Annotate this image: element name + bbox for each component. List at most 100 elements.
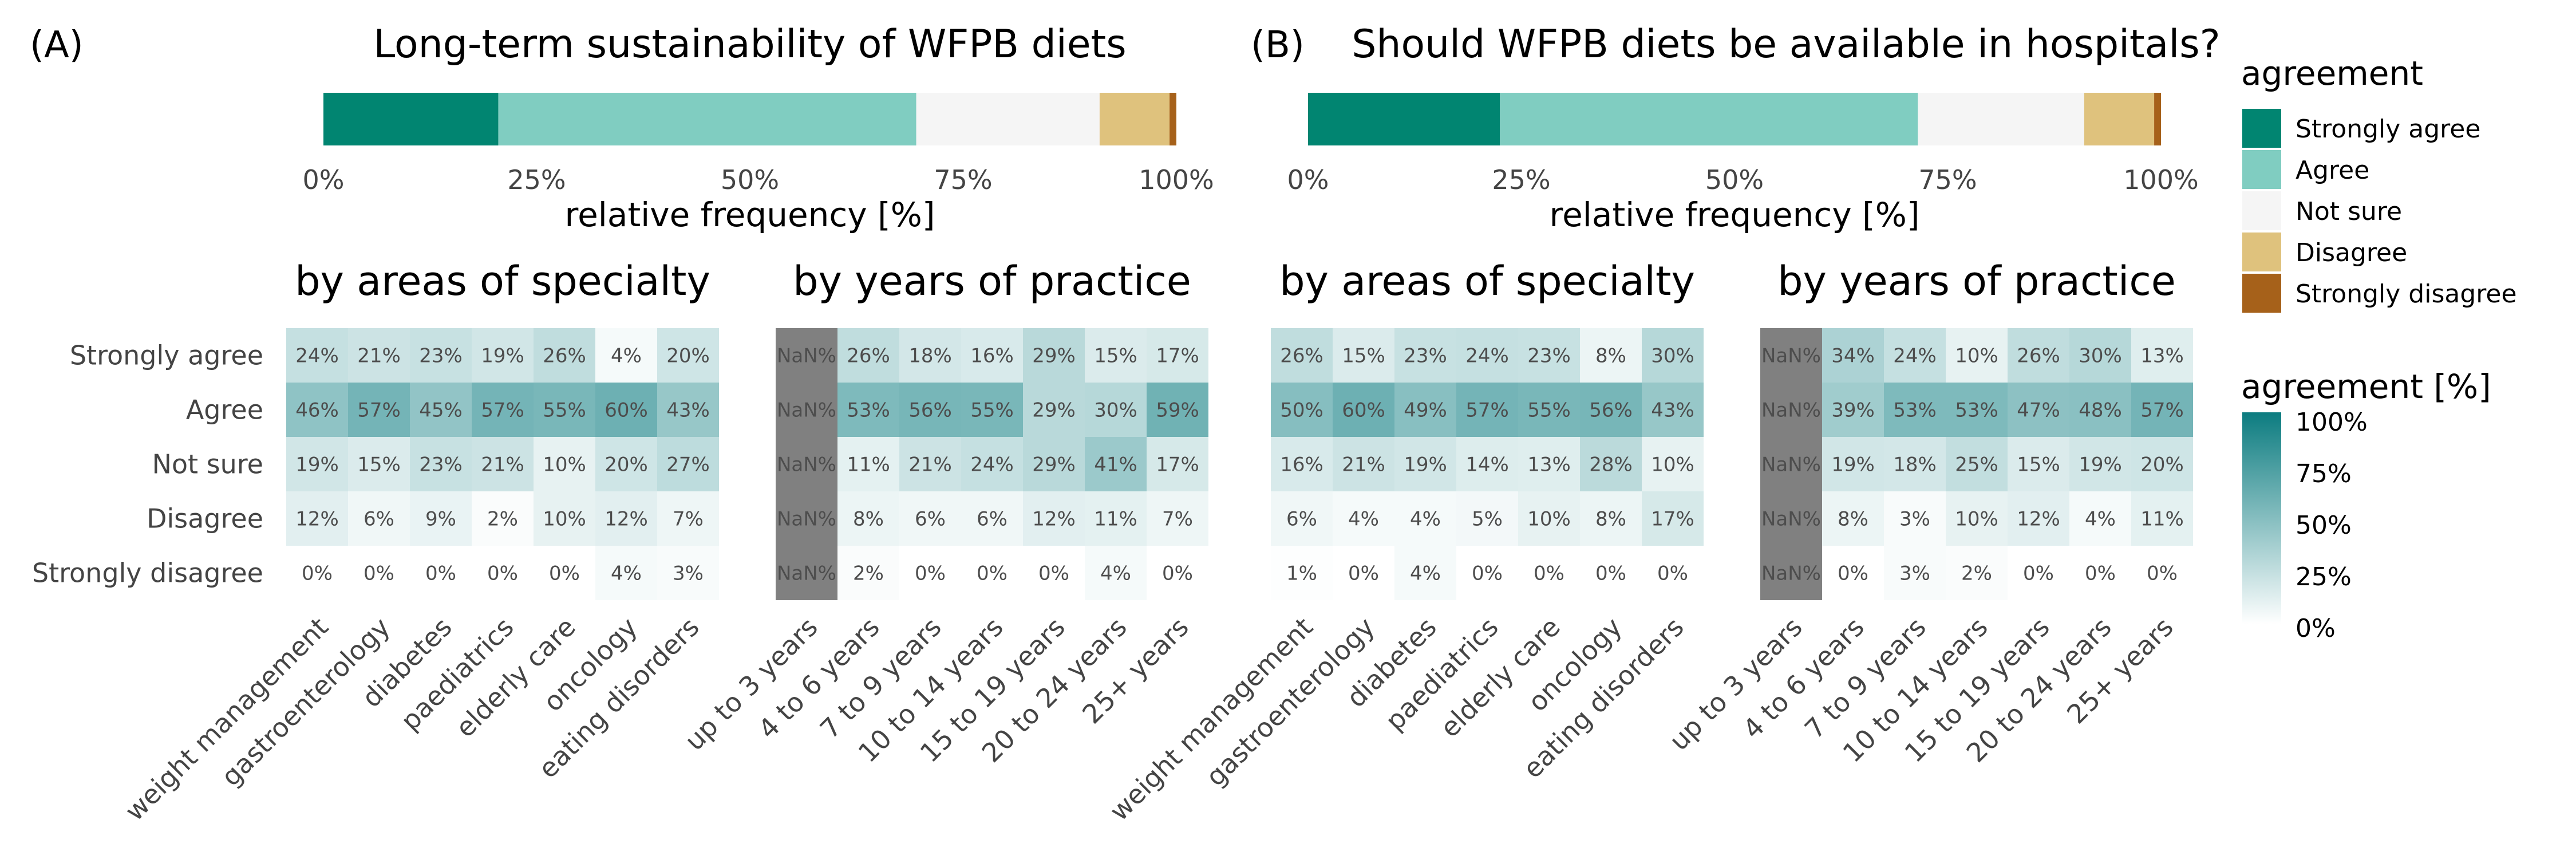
cell-value-label: 0%	[977, 562, 1008, 585]
heatmap-cell	[1394, 546, 1456, 600]
heatmap-cell	[1760, 491, 1822, 546]
heatmap-cell	[2008, 546, 2069, 600]
cell-value-label: 23%	[1404, 345, 1447, 368]
cell-value-label: 0%	[549, 562, 580, 585]
x-tick-label: 75%	[934, 164, 992, 195]
legend-label: Strongly agree	[2296, 115, 2480, 144]
cell-value-label: 15%	[357, 454, 401, 476]
heatmap-cell	[1271, 383, 1333, 437]
heatmap-cell	[1518, 546, 1580, 600]
heatmap-cell	[348, 383, 410, 437]
cell-value-label: 8%	[1595, 508, 1626, 531]
cell-value-label: 0%	[2023, 562, 2054, 585]
overall-bar-segment	[1918, 93, 2084, 145]
overall-bar-segment	[2084, 93, 2155, 145]
heatmap-cell	[1023, 437, 1085, 491]
heatmap-cell	[1023, 383, 1085, 437]
heatmap-cell	[1456, 383, 1518, 437]
cell-value-label: 10%	[543, 508, 586, 531]
row-label: Agree	[186, 395, 263, 425]
panel-title: Long-term sustainability of WFPB diets	[373, 22, 1126, 67]
cell-value-label: 50%	[1280, 399, 1323, 422]
cell-value-label: 18%	[908, 345, 952, 368]
overall-bar-segment	[1308, 93, 1500, 145]
heatmap-cell	[776, 328, 837, 383]
cell-value-label: 0%	[1472, 562, 1503, 585]
heatmap-cell	[961, 437, 1023, 491]
row-label: Strongly disagree	[32, 558, 263, 589]
heatmap-cell	[286, 383, 348, 437]
cell-value-label: 3%	[1899, 562, 1930, 585]
heatmap-cell	[1023, 546, 1085, 600]
cell-value-label: 55%	[970, 399, 1014, 422]
cell-value-label: 24%	[295, 345, 339, 368]
legend-label: Disagree	[2296, 238, 2407, 267]
heatmap-cell	[1271, 546, 1333, 600]
cell-value-label: 29%	[1032, 345, 1076, 368]
cell-value-label: NaN%	[1761, 399, 1821, 422]
heatmap-cell	[2131, 437, 2193, 491]
heatmap-cell	[1085, 437, 1147, 491]
heatmap-cell	[776, 383, 837, 437]
cell-value-label: 29%	[1032, 454, 1076, 476]
heatmap-cell	[1394, 328, 1456, 383]
heatmap-cell	[1580, 328, 1642, 383]
cell-value-label: 2%	[487, 508, 518, 531]
heatmap-cell	[2008, 491, 2069, 546]
colorbar-tick: 50%	[2296, 511, 2352, 540]
heatmap-cell	[1456, 546, 1518, 600]
cell-value-label: 23%	[1527, 345, 1571, 368]
heatmap-cell	[2008, 437, 2069, 491]
cell-value-label: 28%	[1589, 454, 1633, 476]
cell-value-label: 4%	[1410, 508, 1441, 531]
cell-value-label: 6%	[1286, 508, 1317, 531]
cell-value-label: 4%	[1348, 508, 1379, 531]
x-tick-label: 50%	[721, 164, 779, 195]
cell-value-label: 26%	[2017, 345, 2060, 368]
cell-value-label: 10%	[1955, 345, 1998, 368]
heatmap-cell	[1394, 383, 1456, 437]
cell-value-label: 60%	[605, 399, 648, 422]
cell-value-label: 0%	[425, 562, 456, 585]
cell-value-label: 39%	[1831, 399, 1875, 422]
heatmap-cell	[348, 437, 410, 491]
cell-value-label: 0%	[2147, 562, 2178, 585]
heatmap-cell	[2131, 383, 2193, 437]
heatmap-cell	[534, 437, 595, 491]
colorbar-tick: 100%	[2296, 408, 2368, 437]
legend-label: Strongly disagree	[2296, 279, 2517, 309]
cell-value-label: 27%	[666, 454, 710, 476]
cell-value-label: 1%	[1286, 562, 1317, 585]
heatmap-cell	[657, 328, 719, 383]
cell-value-label: 20%	[605, 454, 648, 476]
cell-value-label: 16%	[970, 345, 1014, 368]
overall-bar-segment	[916, 93, 1100, 145]
cell-value-label: 29%	[1032, 399, 1076, 422]
heatmap-cell	[899, 328, 961, 383]
heatmap-cell	[899, 437, 961, 491]
cell-value-label: 15%	[1342, 345, 1385, 368]
heatmap-cell	[534, 328, 595, 383]
heatmap-cell	[472, 328, 534, 383]
overall-bar-segment	[498, 93, 916, 145]
cell-value-label: 43%	[666, 399, 710, 422]
cell-value-label: 57%	[2140, 399, 2184, 422]
cell-value-label: 57%	[481, 399, 524, 422]
cell-value-label: 49%	[1404, 399, 1447, 422]
heatmap-cell	[2131, 546, 2193, 600]
heatmap-cell	[472, 491, 534, 546]
heatmap-cell	[1946, 546, 2008, 600]
heatmap-cell	[1822, 546, 1884, 600]
heatmap-cell	[2131, 328, 2193, 383]
heatmap-cell	[2069, 491, 2131, 546]
heatmap-cell	[2069, 546, 2131, 600]
cell-value-label: 7%	[1162, 508, 1193, 531]
cell-value-label: 0%	[915, 562, 946, 585]
heatmap-by-years: by years of practice NaN% 34% 24% 10% 26% 30% 1…	[1663, 258, 2193, 769]
heatmap-cell	[1884, 328, 1946, 383]
cell-value-label: 53%	[1955, 399, 1998, 422]
heatmap-cell	[1456, 437, 1518, 491]
heatmap-cell	[657, 437, 719, 491]
overall-bar-segment	[1170, 93, 1176, 145]
